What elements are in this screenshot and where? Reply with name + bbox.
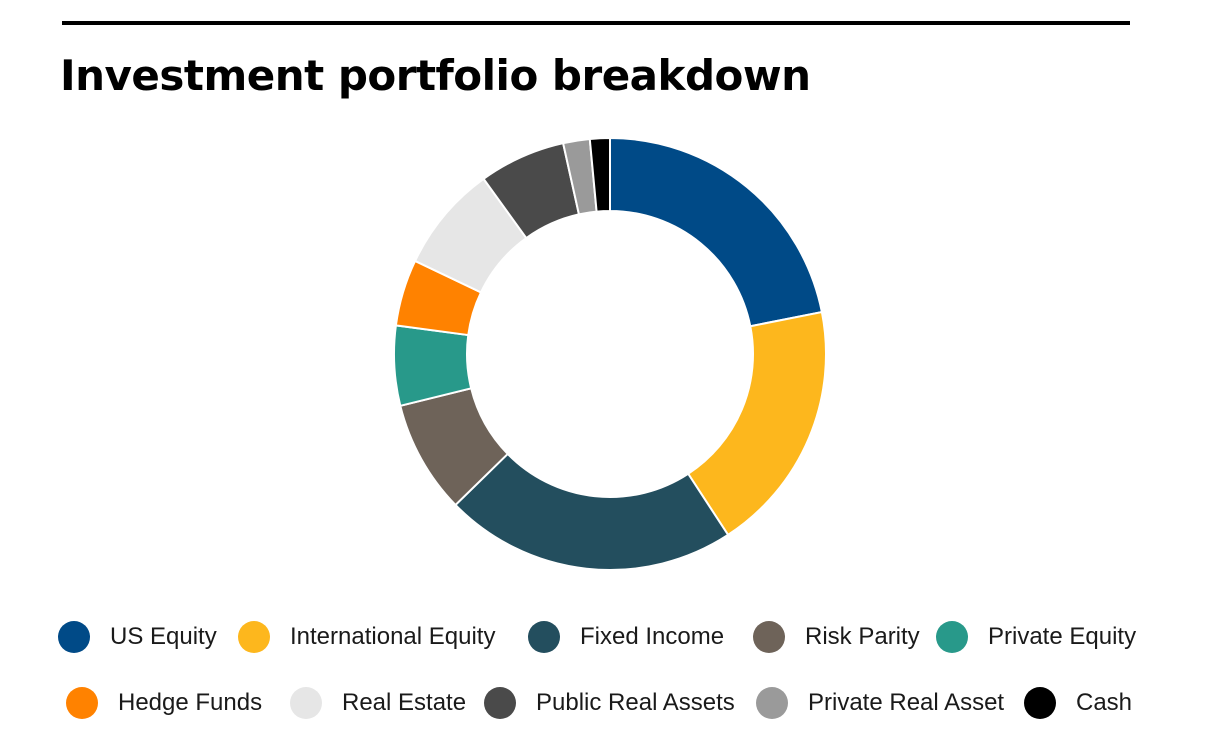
legend-swatch [936, 621, 968, 653]
legend-swatch [528, 621, 560, 653]
legend-label: Private Equity [988, 623, 1137, 650]
legend-swatch [290, 687, 322, 719]
legend-label: Risk Parity [805, 623, 920, 650]
legend-label: Hedge Funds [118, 689, 263, 716]
legend-swatch [58, 621, 90, 653]
legend-label: International Equity [290, 623, 496, 650]
legend-swatch [66, 687, 98, 719]
slice-fixed-income[interactable] [454, 452, 730, 571]
legend-row-2: Hedge Funds Real Estate Public Real Assets… [0, 683, 1212, 723]
legend-label: Private Real Asset [808, 689, 1005, 716]
legend-row-1: US Equity International Equity Fixed Incom… [0, 617, 1212, 657]
legend-swatch [753, 621, 785, 653]
legend-label: Public Real Assets [536, 689, 735, 716]
slice-us-equity[interactable] [609, 136, 824, 328]
legend-swatch [756, 687, 788, 719]
slice-cash[interactable] [588, 136, 611, 213]
slice-international-equity[interactable] [686, 310, 827, 537]
top-rule [62, 21, 1130, 25]
legend-label: Real Estate [342, 689, 467, 716]
legend-label: Cash [1076, 689, 1133, 716]
legend-swatch [238, 621, 270, 653]
chart-title: Investment portfolio breakdown [60, 51, 811, 100]
legend-swatch [1024, 687, 1056, 719]
legend-label: Fixed Income [580, 623, 725, 650]
legend-swatch [484, 687, 516, 719]
legend-label: US Equity [110, 623, 217, 650]
